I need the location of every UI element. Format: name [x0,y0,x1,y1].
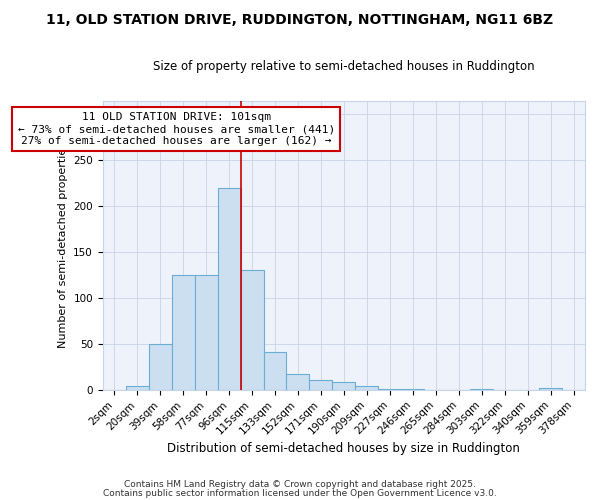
Bar [310,380,332,390]
Bar [241,270,263,390]
Bar [218,188,241,390]
Text: Contains public sector information licensed under the Open Government Licence v3: Contains public sector information licen… [103,488,497,498]
Bar [379,389,401,390]
Bar [263,352,286,390]
Bar [126,386,149,390]
Bar [194,275,218,390]
Bar [149,344,172,390]
Bar [470,389,493,390]
Bar [332,382,355,390]
Text: 11, OLD STATION DRIVE, RUDDINGTON, NOTTINGHAM, NG11 6BZ: 11, OLD STATION DRIVE, RUDDINGTON, NOTTI… [46,12,554,26]
Bar [539,388,562,390]
Text: 11 OLD STATION DRIVE: 101sqm
← 73% of semi-detached houses are smaller (441)
27%: 11 OLD STATION DRIVE: 101sqm ← 73% of se… [17,112,335,146]
X-axis label: Distribution of semi-detached houses by size in Ruddington: Distribution of semi-detached houses by … [167,442,520,455]
Bar [401,389,424,390]
Y-axis label: Number of semi-detached properties: Number of semi-detached properties [58,142,68,348]
Title: Size of property relative to semi-detached houses in Ruddington: Size of property relative to semi-detach… [153,60,535,73]
Text: Contains HM Land Registry data © Crown copyright and database right 2025.: Contains HM Land Registry data © Crown c… [124,480,476,489]
Bar [286,374,310,390]
Bar [355,386,379,390]
Bar [172,275,194,390]
